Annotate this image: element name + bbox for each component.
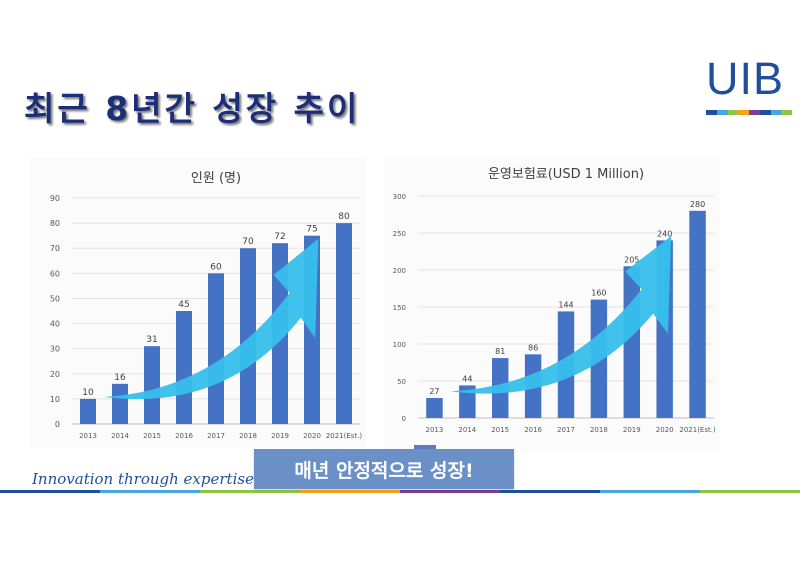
arrow-shape [450,235,672,394]
data-label: 81 [495,347,505,356]
data-label: 31 [146,335,157,345]
y-tick-label: 60 [50,269,60,278]
y-tick-label: 0 [402,415,406,423]
chart-title: 운영보험료(USD 1 Million) [488,167,644,182]
data-label: 72 [274,232,285,242]
x-tick-label: 2014 [458,426,476,434]
x-tick-label: 2021(Est.) [326,432,363,440]
bar [80,398,96,424]
logo-bar-segment [706,110,717,115]
y-tick-label: 90 [50,194,60,203]
growth-arrow [450,235,672,394]
x-tick-label: 2017 [207,432,225,440]
footer-line-segment [400,490,500,493]
x-tick-label: 2019 [271,432,289,440]
footer-line-segment [700,490,800,493]
logo-bar-segment [749,110,760,115]
x-tick-label: 2017 [557,426,575,434]
x-tick-label: 2020 [656,426,674,434]
footer-line-segment [200,490,300,493]
x-tick-label: 2021(Est.) [679,426,716,434]
bar [208,273,224,424]
logo-bar-segment [770,110,782,115]
arrow-shape [104,238,319,400]
growth-arrow [104,238,319,400]
x-tick-label: 2015 [143,432,161,440]
y-tick-label: 70 [50,244,60,253]
slogan: Innovation through expertise [32,470,254,488]
x-tick-label: 2013 [426,426,444,434]
x-tick-label: 2015 [491,426,509,434]
logo-text: UIB [706,53,785,104]
data-label: 86 [528,343,538,352]
footer-line-segment [100,490,200,493]
logo-color-bar [706,110,792,115]
bar [336,223,352,424]
y-tick-label: 40 [50,320,60,329]
chart-title: 인원 (명) [191,171,241,186]
y-tick-label: 30 [50,345,60,354]
bar [144,346,160,424]
logo-bar-segment [759,110,771,115]
data-label: 70 [242,237,254,247]
bar [689,210,706,418]
bar [623,266,640,418]
premium-chart: 운영보험료(USD 1 Million) 0 50 100 150 200 250 300 27… [384,156,720,452]
callout-box: 매년 안정적으로 성장! [254,449,514,489]
x-tick-label: 2020 [303,432,321,440]
data-label: 280 [690,200,705,209]
y-tick-label: 10 [50,395,60,404]
data-label: 240 [657,229,672,238]
bar [240,248,256,424]
x-tick-label: 2018 [590,426,608,434]
premium-chart-svg: 운영보험료(USD 1 Million) 0 50 100 150 200 250 300 27… [393,167,716,434]
slide-title: 최근 8년간 성장 추이 [24,89,361,128]
data-label: 75 [306,225,317,235]
footer-color-line [0,490,800,493]
data-label: 205 [624,255,639,264]
data-label: 144 [558,300,573,309]
y-tick-label: 150 [393,304,406,312]
data-label: 16 [114,373,126,383]
footer-line-segment [600,490,700,493]
y-tick-label: 100 [393,341,406,349]
data-label: 160 [591,289,606,298]
bar [426,398,443,418]
footer-line-segment [300,490,400,493]
x-tick-label: 2019 [623,426,641,434]
logo-bar-segment [727,110,739,115]
y-tick-label: 200 [393,267,406,275]
data-label: 80 [338,212,350,222]
x-tick-label: 2018 [239,432,257,440]
data-label: 10 [82,388,94,398]
x-tick-label: 2016 [524,426,542,434]
data-label: 44 [462,374,472,383]
y-tick-label: 300 [393,193,406,201]
y-tick-label: 250 [393,230,406,238]
logo-bar-segment [716,110,728,115]
bar [176,311,192,424]
headcount-chart-svg: 인원 (명) 0 10 20 30 40 50 60 70 80 90 10 2013 16 2014 31 2… [50,171,363,440]
logo-bar-segment [781,110,792,115]
bar [459,385,476,418]
y-tick-label: 0 [55,420,60,429]
y-tick-label: 50 [397,378,406,386]
headcount-chart: 인원 (명) 0 10 20 30 40 50 60 70 80 90 10 2013 16 2014 31 2… [30,158,366,448]
logo-bar-segment [738,110,749,115]
bar [112,383,128,424]
y-tick-label: 50 [50,294,60,303]
data-label: 45 [178,300,189,310]
y-tick-label: 80 [50,219,60,228]
x-tick-label: 2013 [79,432,97,440]
y-tick-label: 20 [50,370,60,379]
data-label: 27 [429,387,439,396]
footer-line-segment [0,490,100,493]
x-tick-label: 2016 [175,432,193,440]
data-label: 60 [210,262,222,272]
uib-logo: UIB [706,54,794,120]
footer-line-segment [500,490,600,493]
x-tick-label: 2014 [111,432,129,440]
